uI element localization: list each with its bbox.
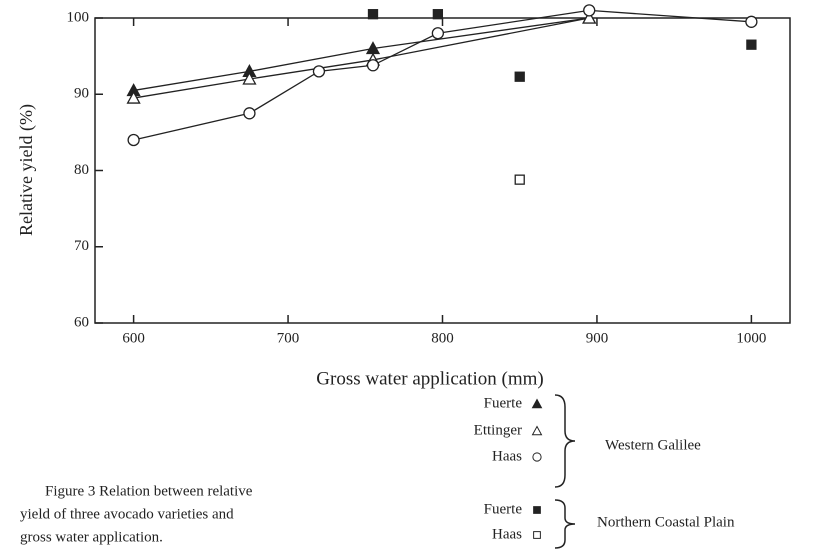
legend-marker bbox=[533, 506, 541, 514]
marker bbox=[514, 71, 525, 82]
x-tick-label: 600 bbox=[122, 330, 145, 346]
marker bbox=[312, 65, 326, 78]
legend-label: Haas bbox=[492, 448, 522, 464]
marker bbox=[242, 71, 257, 85]
x-tick-label: 800 bbox=[431, 330, 454, 346]
series-line bbox=[133, 17, 590, 92]
marker bbox=[126, 90, 141, 104]
marker bbox=[366, 59, 380, 72]
legend-label: Ettinger bbox=[474, 422, 522, 438]
legend-group-label: Western Galilee bbox=[605, 437, 701, 453]
legend-marker bbox=[532, 452, 542, 462]
legend-label: Haas bbox=[492, 526, 522, 542]
y-tick-label: 60 bbox=[74, 314, 89, 330]
marker bbox=[432, 9, 444, 20]
caption: gross water application. bbox=[20, 529, 163, 545]
legend-brace bbox=[554, 499, 576, 549]
marker bbox=[431, 27, 445, 40]
x-tick-label: 700 bbox=[277, 330, 300, 346]
legend-marker bbox=[531, 398, 543, 409]
x-tick-label: 1000 bbox=[736, 330, 766, 346]
legend-marker bbox=[533, 531, 541, 539]
marker bbox=[745, 15, 758, 28]
caption: yield of three avocado varieties and bbox=[20, 506, 234, 522]
y-tick-label: 100 bbox=[67, 9, 90, 25]
caption: Figure 3 Relation between relative bbox=[45, 483, 253, 499]
marker bbox=[746, 39, 757, 50]
y-tick-label: 90 bbox=[74, 86, 89, 102]
y-tick-label: 70 bbox=[74, 238, 89, 254]
x-tick-label: 900 bbox=[586, 330, 609, 346]
marker bbox=[127, 133, 140, 147]
marker bbox=[367, 9, 379, 20]
legend-group-label: Northern Coastal Plain bbox=[597, 514, 735, 530]
legend-brace bbox=[554, 394, 576, 488]
legend-marker bbox=[531, 425, 543, 436]
x-axis-label: Gross water application (mm) bbox=[316, 368, 543, 389]
marker bbox=[514, 174, 525, 185]
y-tick-label: 80 bbox=[74, 162, 89, 178]
series-line bbox=[133, 17, 590, 99]
marker bbox=[243, 107, 256, 120]
y-axis-label: Relative yield (%) bbox=[16, 104, 37, 236]
legend-label: Fuerte bbox=[484, 395, 523, 411]
legend-label: Fuerte bbox=[484, 501, 523, 517]
marker bbox=[582, 10, 597, 24]
marker bbox=[583, 4, 596, 17]
